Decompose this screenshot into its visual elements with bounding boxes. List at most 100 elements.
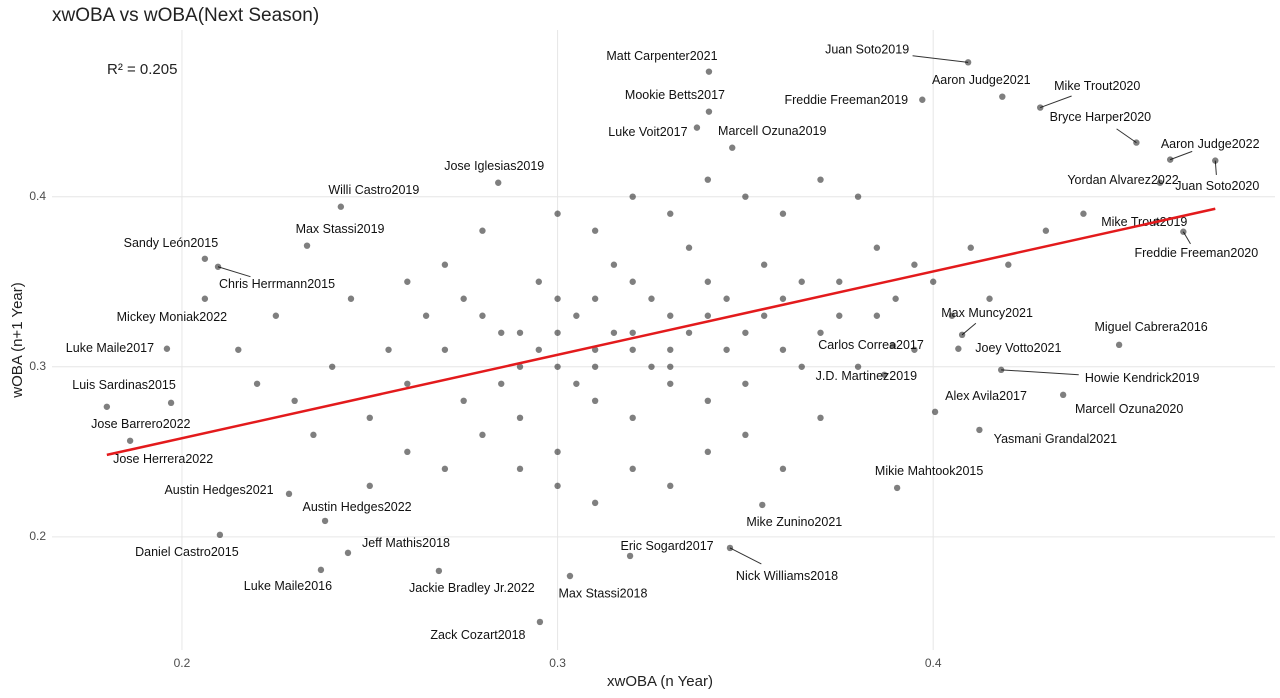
- point: [591, 346, 599, 353]
- point: [798, 363, 805, 370]
- point: [759, 501, 766, 509]
- point-label: Nick Williams2018: [736, 569, 838, 583]
- point-label: Mike Zunino2021: [746, 515, 842, 529]
- point-label: Jackie Bradley Jr.2022: [409, 581, 535, 595]
- point: [779, 210, 787, 217]
- point: [911, 261, 918, 268]
- point: [986, 295, 993, 302]
- point: [591, 397, 599, 405]
- x-axis-label: xwOBA (n Year): [607, 673, 713, 690]
- y-tick-label: 0.2: [29, 529, 46, 543]
- point: [704, 312, 712, 319]
- point: [163, 345, 171, 352]
- point: [441, 261, 449, 268]
- point: [479, 312, 486, 319]
- point: [760, 312, 768, 319]
- point: [201, 295, 209, 302]
- point: [931, 408, 939, 416]
- point-label: Austin Hedges2022: [303, 500, 412, 514]
- point: [648, 295, 655, 302]
- point: [919, 96, 926, 103]
- x-tick-label: 0.2: [174, 656, 191, 670]
- point: [667, 363, 674, 370]
- point-label: Matt Carpenter2021: [606, 49, 717, 63]
- point: [610, 329, 618, 336]
- point: [817, 414, 824, 422]
- point-label: Joey Votto2021: [975, 341, 1061, 355]
- point-label: Freddie Freeman2020: [1135, 246, 1259, 260]
- point: [516, 329, 524, 336]
- point: [911, 346, 918, 353]
- point: [610, 261, 618, 268]
- point-label: Zack Cozart2018: [430, 628, 525, 642]
- point: [479, 431, 486, 439]
- point-label: Juan Soto2019: [825, 43, 909, 57]
- leader-line: [1040, 95, 1072, 109]
- point-label: Chris Herrmann2015: [219, 277, 335, 291]
- point: [1180, 228, 1187, 235]
- leader-line: [1116, 128, 1137, 144]
- y-tick-label: 0.3: [29, 359, 46, 373]
- point: [1059, 391, 1067, 399]
- point-label: Yordan Alvarez2022: [1067, 173, 1178, 187]
- point: [629, 329, 636, 336]
- point: [235, 346, 242, 353]
- point: [321, 517, 329, 525]
- point: [516, 363, 524, 370]
- point-label: Jose Barrero2022: [91, 417, 190, 431]
- point-label: Max Stassi2018: [559, 586, 648, 600]
- point: [1133, 139, 1140, 146]
- point-label: Luis Sardinas2015: [72, 378, 176, 392]
- point: [554, 448, 561, 456]
- point: [498, 380, 505, 387]
- point: [516, 465, 524, 473]
- point: [214, 263, 222, 270]
- point: [629, 414, 636, 422]
- point: [495, 179, 502, 186]
- point: [591, 363, 599, 370]
- point: [310, 431, 317, 439]
- point-label: Jeff Mathis2018: [362, 536, 450, 550]
- point: [723, 346, 730, 353]
- point: [854, 363, 862, 370]
- grid: [52, 30, 1275, 650]
- point: [404, 448, 411, 456]
- point: [337, 203, 345, 210]
- point-label: Max Muncy2021: [941, 306, 1033, 320]
- point: [648, 363, 655, 370]
- point: [629, 278, 636, 285]
- point: [704, 176, 712, 183]
- point: [693, 124, 701, 131]
- point: [964, 59, 972, 66]
- point-label: Max Stassi2019: [296, 222, 385, 236]
- point-label: Marcell Ozuna2019: [718, 124, 826, 138]
- point: [881, 371, 888, 378]
- point: [126, 437, 134, 444]
- point: [629, 465, 636, 473]
- point-label: Aaron Judge2021: [932, 73, 1031, 87]
- point-label: Howie Kendrick2019: [1085, 371, 1200, 385]
- point: [704, 397, 712, 405]
- point: [817, 176, 824, 183]
- point-label: Juan Soto2020: [1175, 179, 1259, 193]
- trend-line: [106, 207, 1216, 457]
- point: [836, 312, 843, 319]
- marks: [103, 55, 1219, 626]
- point: [873, 244, 881, 251]
- point: [892, 295, 899, 302]
- point: [441, 465, 449, 473]
- point-label: Aaron Judge2022: [1161, 137, 1260, 151]
- point: [460, 397, 467, 405]
- point: [779, 295, 787, 302]
- point: [798, 278, 805, 285]
- point: [103, 403, 111, 410]
- point: [404, 278, 411, 285]
- point: [685, 329, 693, 336]
- point: [285, 490, 293, 498]
- point: [779, 346, 787, 353]
- y-tick-label: 0.4: [29, 189, 46, 203]
- point: [955, 345, 962, 352]
- point: [366, 482, 373, 490]
- point: [460, 295, 467, 302]
